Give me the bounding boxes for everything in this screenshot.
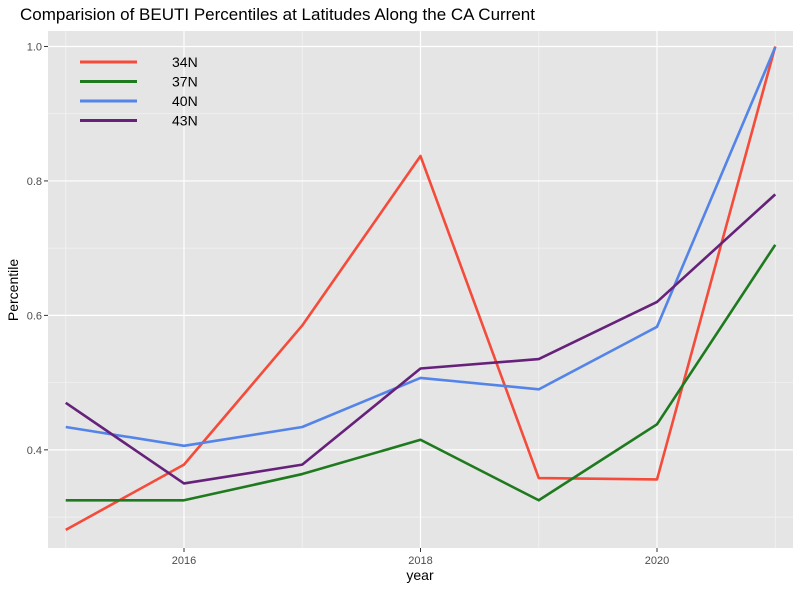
- series-lines: [65, 46, 777, 531]
- y-axis-label: Percentile: [5, 259, 21, 321]
- series-line-37n: [65, 244, 777, 502]
- legend-label-40n: 40N: [172, 93, 198, 109]
- x-axis: 2016 2018 2020: [172, 548, 669, 567]
- legend-label-43n: 43N: [172, 113, 198, 129]
- series-line-40n: [65, 46, 777, 448]
- y-tick-label: 0.4: [27, 445, 42, 457]
- legend-label-37n: 37N: [172, 74, 198, 90]
- x-tick-label: 2018: [408, 555, 432, 567]
- x-tick-label: 2016: [172, 555, 196, 567]
- series-line-43n: [65, 193, 777, 485]
- y-tick-label: 1.0: [27, 41, 42, 53]
- grid-major: [48, 31, 793, 548]
- series-line-34n: [65, 46, 777, 531]
- y-axis: 0.4 0.6 0.8 1.0: [27, 41, 48, 457]
- x-tick-label: 2020: [645, 555, 669, 567]
- chart-title: Comparision of BEUTI Percentiles at Lati…: [20, 5, 535, 24]
- y-tick-label: 0.6: [27, 310, 42, 322]
- legend-label-34n: 34N: [172, 54, 198, 70]
- legend: 34N 37N 40N 43N: [80, 54, 198, 129]
- x-axis-label: year: [406, 567, 434, 583]
- y-tick-label: 0.8: [27, 176, 42, 188]
